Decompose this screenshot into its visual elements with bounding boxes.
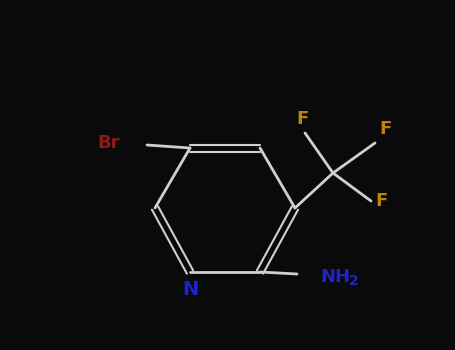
Text: NH: NH	[320, 268, 350, 286]
Text: F: F	[375, 192, 387, 210]
Text: F: F	[297, 110, 309, 128]
Text: Br: Br	[97, 134, 120, 152]
Text: 2: 2	[349, 274, 359, 288]
Text: N: N	[182, 280, 198, 299]
Text: F: F	[379, 120, 391, 138]
